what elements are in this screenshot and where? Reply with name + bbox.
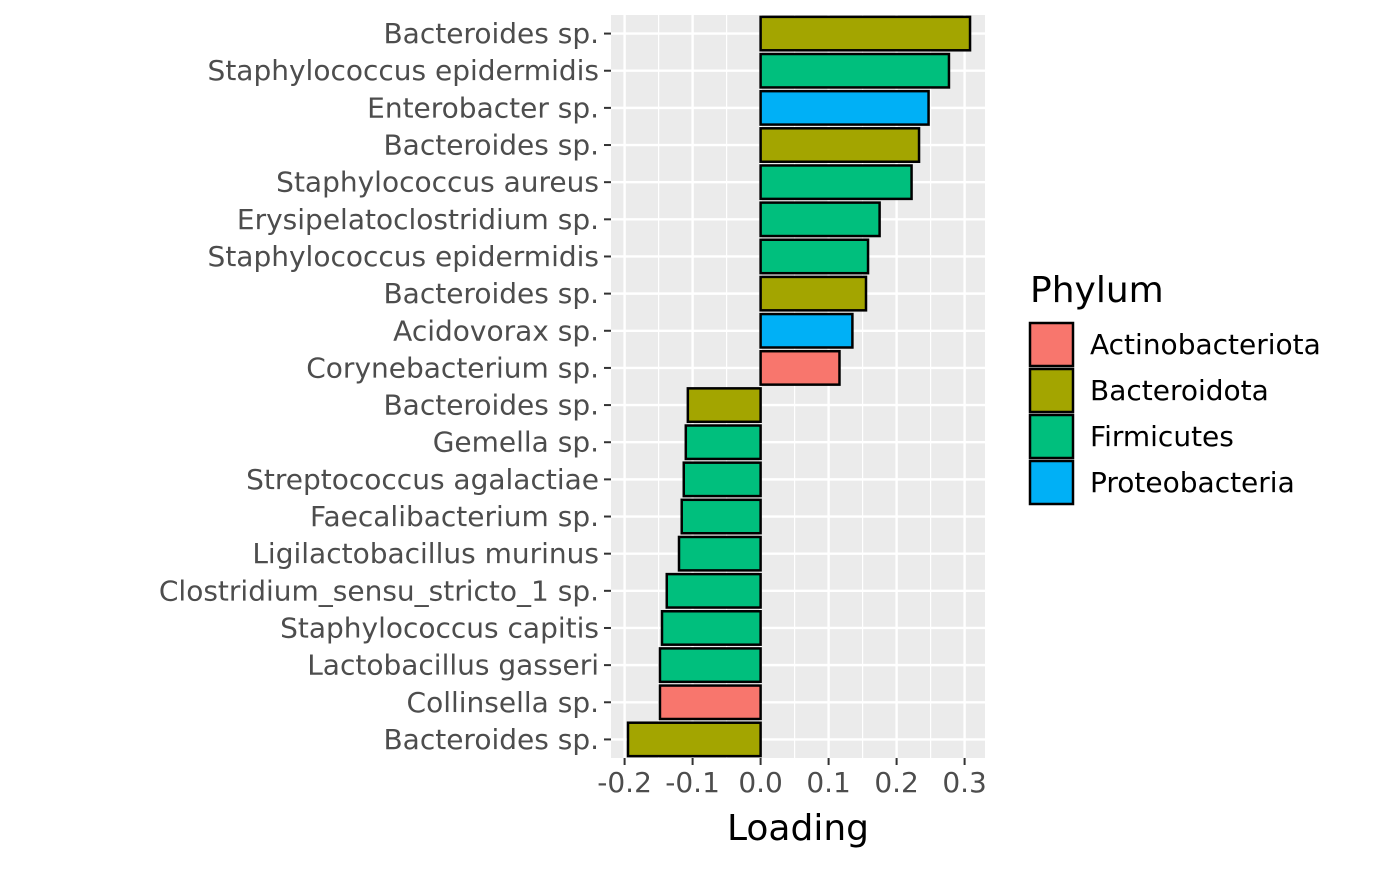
- y-tick-label: Staphylococcus aureus: [276, 166, 599, 199]
- plot-panel: [611, 15, 985, 758]
- bar: [665, 572, 762, 609]
- bar: [660, 610, 762, 646]
- x-tick-label: -0.2: [597, 766, 652, 799]
- x-axis: -0.2 -0.1 0.0 0.1 0.2 0.3: [597, 758, 987, 799]
- bar: [759, 201, 881, 238]
- y-tick-label: Clostridium_sensu_stricto_1 sp.: [159, 574, 599, 607]
- bar-layer: [626, 15, 972, 758]
- bar: [759, 15, 972, 52]
- y-tick-label: Corynebacterium sp.: [306, 351, 599, 384]
- bar: [686, 387, 762, 424]
- y-tick-label: Lactobacillus gasseri: [307, 649, 599, 682]
- legend-label: Actinobacteriota: [1090, 328, 1321, 361]
- x-tick-label: -0.1: [665, 766, 720, 799]
- bar: [680, 498, 762, 535]
- bar: [677, 535, 762, 572]
- bar: [759, 89, 930, 126]
- y-tick-label: Streptococcus agalactiae: [246, 463, 599, 496]
- y-tick-label: Bacteroides sp.: [383, 277, 599, 310]
- y-tick-label: Erysipelatoclostridium sp.: [237, 203, 599, 236]
- legend: Actinobacteriota Bacteroidota Firmicutes Pr…: [1028, 321, 1321, 506]
- y-tick-label: Bacteroides sp.: [383, 723, 599, 756]
- bar: [658, 647, 762, 684]
- x-axis-title: Loading: [727, 808, 869, 849]
- y-tick-label: Bacteroides sp.: [383, 17, 599, 50]
- bar: [682, 461, 762, 498]
- bar: [759, 127, 921, 163]
- y-tick-label: Staphylococcus capitis: [280, 611, 599, 644]
- y-tick-label: Staphylococcus epidermidis: [208, 54, 599, 87]
- bar: [759, 238, 870, 275]
- legend-key: [1028, 459, 1075, 506]
- y-tick-label: Collinsella sp.: [407, 686, 599, 719]
- y-tick-label: Enterobacter sp.: [367, 91, 599, 124]
- x-tick-label: 0.3: [942, 766, 987, 799]
- x-tick-label: 0.1: [806, 766, 851, 799]
- y-tick-label: Ligilactobacillus murinus: [252, 537, 599, 570]
- y-tick-label: Acidovorax sp.: [393, 314, 599, 347]
- bar: [759, 349, 841, 386]
- y-tick-label: Bacteroides sp.: [383, 129, 599, 162]
- legend-key: [1028, 321, 1075, 368]
- bar: [759, 312, 854, 349]
- bar: [626, 721, 762, 758]
- legend-key: [1028, 367, 1075, 414]
- legend-label: Bacteroidota: [1090, 374, 1269, 407]
- bar: [759, 275, 868, 312]
- legend-label: Firmicutes: [1090, 420, 1234, 453]
- y-tick-label: Faecalibacterium sp.: [310, 500, 599, 533]
- bar: [759, 52, 951, 89]
- bar: [684, 424, 762, 461]
- bar: [658, 684, 762, 721]
- x-tick-label: 0.2: [874, 766, 919, 799]
- legend-title: Phylum: [1030, 270, 1164, 311]
- y-tick-label: Bacteroides sp.: [383, 389, 599, 422]
- x-tick-label: 0.0: [738, 766, 783, 799]
- bar: [759, 164, 913, 201]
- legend-key: [1028, 413, 1075, 460]
- y-tick-label: Gemella sp.: [433, 426, 599, 459]
- legend-label: Proteobacteria: [1090, 466, 1295, 499]
- y-axis: Bacteroides sp. Staphylococcus epidermidi…: [159, 17, 611, 756]
- y-tick-label: Staphylococcus epidermidis: [208, 240, 599, 273]
